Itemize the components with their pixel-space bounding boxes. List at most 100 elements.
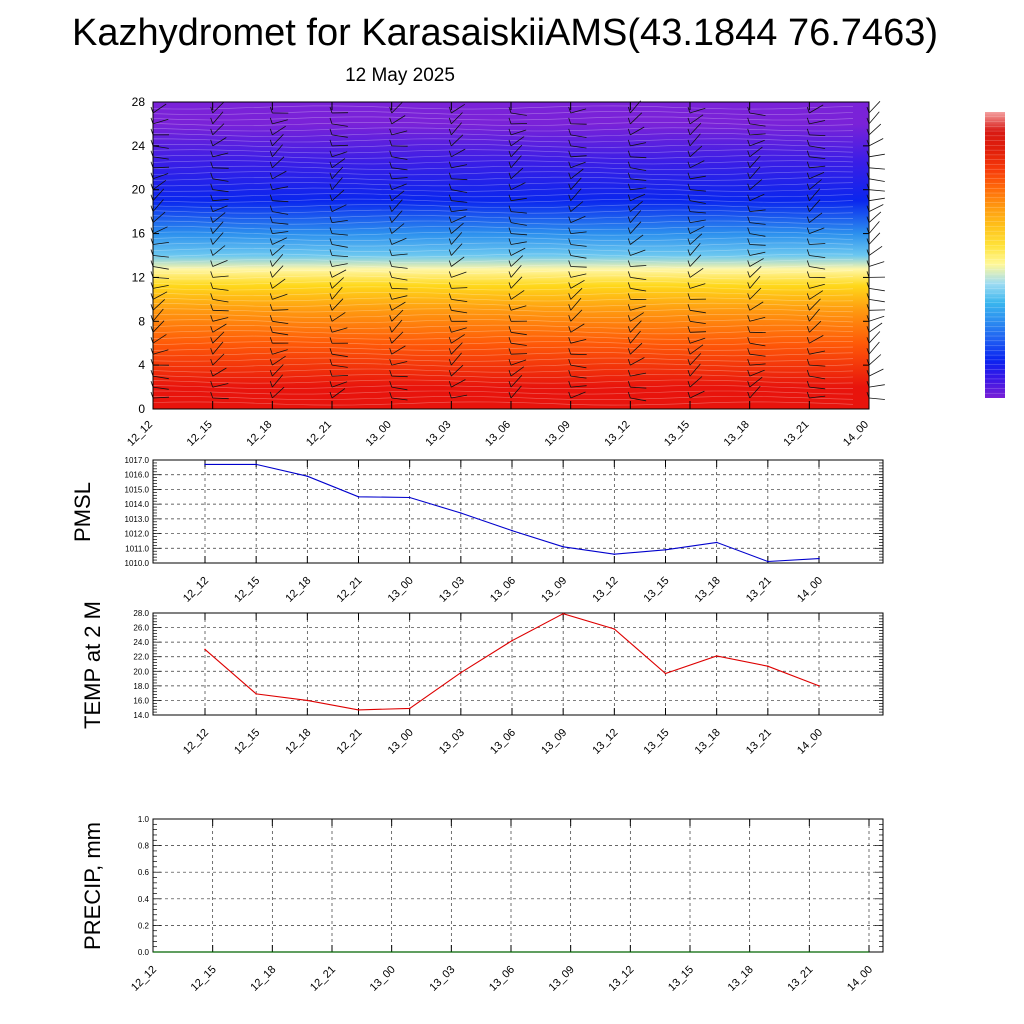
wind-barb	[868, 138, 884, 147]
wind-barb	[570, 287, 583, 300]
wind-barb-flag	[508, 117, 512, 125]
wind-barb-flag	[269, 304, 273, 311]
wind-barb	[272, 170, 287, 180]
wind-barb-flag	[389, 358, 393, 366]
wind-barb	[570, 155, 587, 158]
wind-barb-flag	[627, 194, 631, 201]
wind-barb	[809, 156, 826, 159]
wind-barb	[630, 397, 647, 402]
wind-barb-flag	[329, 238, 333, 245]
contour-line	[152, 176, 853, 181]
x-tick-label: 12_15	[232, 727, 262, 757]
wind-barb	[809, 243, 826, 245]
wind-barb	[630, 187, 647, 191]
wind-barb-flag	[448, 293, 452, 300]
wind-barb	[749, 139, 765, 147]
wind-barb	[152, 291, 168, 300]
wind-barb	[152, 266, 169, 270]
wind-barb-flag	[806, 238, 810, 245]
x-tick-label: 13_09	[539, 727, 569, 757]
wind-barb-flag	[747, 161, 751, 168]
wind-barb-flag	[627, 238, 631, 245]
wind-barb	[331, 151, 348, 158]
wind-barb-flag	[329, 369, 333, 377]
wind-barb	[272, 211, 289, 215]
wind-barb	[868, 189, 885, 192]
y-tick-label: 1016.0	[125, 471, 150, 480]
wind-barb	[630, 126, 645, 136]
wind-barb	[391, 266, 408, 269]
wind-barb-flag	[806, 260, 810, 267]
wind-barb-flag	[687, 194, 691, 201]
wind-barb-flag	[329, 304, 333, 311]
wind-barb-flag	[329, 106, 333, 114]
wind-barb	[391, 331, 404, 344]
wind-barb	[570, 244, 587, 247]
contour-line	[152, 385, 853, 390]
wind-barb-flag	[568, 271, 572, 278]
wind-barb	[570, 279, 585, 289]
temp-panel: 14.0 16.0 18.0 20.0 22.0 24.0 26.0 28.0 12_12 12_…	[80, 601, 884, 757]
wind-barb	[331, 298, 344, 311]
wind-barb-flag	[508, 315, 512, 322]
x-tick-label: 13_03	[437, 727, 467, 757]
wind-barb-flag	[806, 227, 810, 234]
x-tick-label: 13_09	[539, 575, 569, 605]
wind-barb	[630, 342, 643, 355]
contour-line	[152, 335, 854, 340]
wind-barb-flag	[627, 315, 631, 322]
wind-barb	[749, 385, 761, 399]
x-tick-label: 13_03	[437, 575, 467, 605]
wind-barb-flag	[568, 249, 572, 256]
wind-barb-flag	[508, 172, 512, 179]
wind-barb-flag	[568, 172, 572, 179]
wind-barb-flag	[687, 205, 691, 212]
y-tick-label: 1015.0	[125, 485, 150, 494]
wind-barb	[749, 363, 766, 366]
wind-barb	[152, 320, 165, 333]
wind-barb	[212, 189, 229, 193]
wind-barb	[689, 320, 706, 324]
wind-barb	[749, 342, 766, 347]
wind-barb	[809, 165, 826, 169]
contour-line	[152, 259, 853, 263]
wind-barb-flag	[747, 380, 751, 388]
contour-line	[152, 379, 854, 384]
wind-barb	[749, 155, 761, 169]
wind-barb	[451, 379, 466, 388]
y-tick-label: 0.6	[138, 868, 150, 877]
wind-barb-flag	[448, 106, 452, 114]
x-tick-label: 12_18	[248, 964, 278, 994]
contour-line	[152, 374, 854, 379]
wind-barb	[152, 188, 165, 201]
wind-barb-flag	[627, 227, 631, 234]
wind-barb	[689, 283, 706, 289]
wind-barb	[451, 271, 467, 278]
contour-line	[152, 111, 854, 115]
wind-barb	[868, 299, 885, 303]
wind-barb	[510, 136, 525, 147]
wind-barb-flag	[389, 216, 393, 223]
wind-barb	[272, 222, 289, 225]
y-tick-label: 1013.0	[125, 515, 150, 524]
wind-barb	[212, 299, 229, 303]
wind-barb-flag	[568, 194, 572, 201]
wind-barb-flag	[508, 369, 512, 377]
wind-barb-flag	[568, 216, 572, 223]
wind-barb-flag	[627, 271, 631, 278]
wind-barb	[331, 381, 348, 388]
wind-barb-flag	[329, 337, 333, 344]
wind-barb	[629, 210, 642, 223]
wind-barb-flag	[448, 249, 452, 256]
wind-barb-flag	[210, 358, 214, 366]
wind-barb-flag	[627, 369, 631, 377]
wind-barb-flag	[210, 139, 214, 147]
wind-barb-flag	[687, 358, 691, 366]
wind-barb-flag	[806, 326, 810, 333]
wind-barb	[391, 210, 403, 223]
wind-barb	[272, 231, 289, 234]
wind-barb	[152, 242, 169, 245]
wind-barb-flag	[747, 172, 751, 179]
x-tick-label: 12_12	[125, 419, 155, 449]
wind-barb	[749, 233, 766, 237]
